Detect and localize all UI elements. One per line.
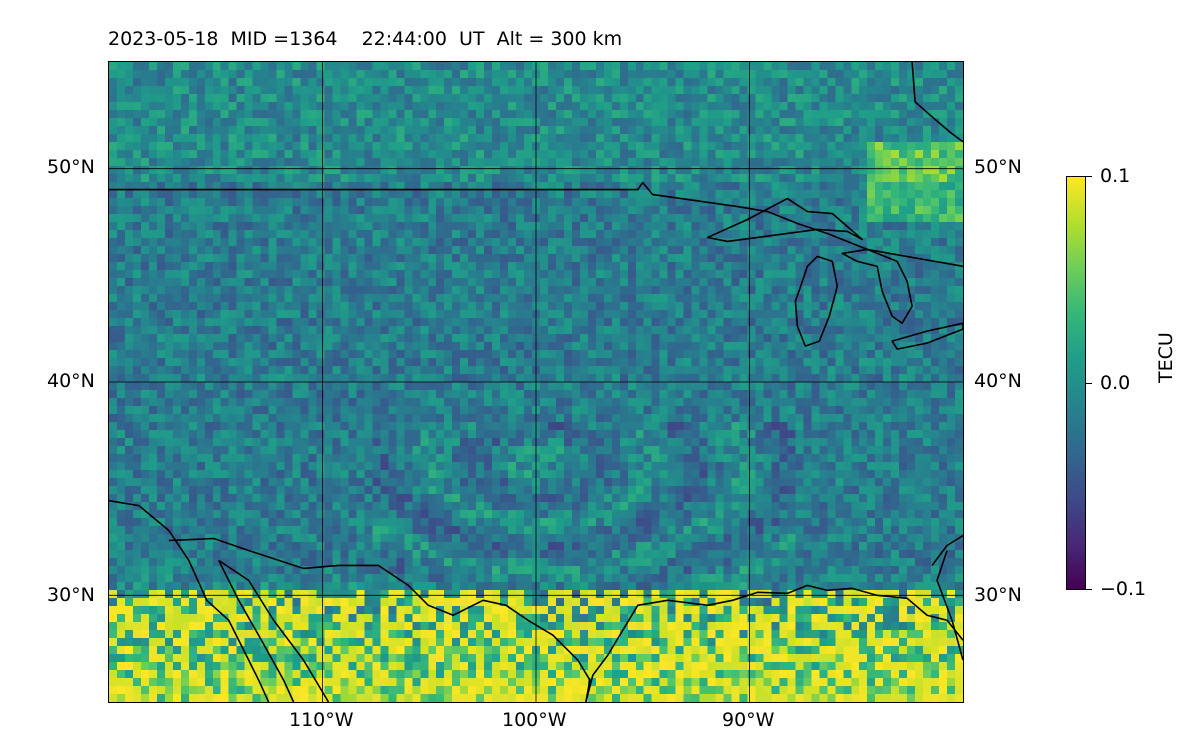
lon-label-90w: 90°W bbox=[722, 709, 775, 731]
map-title: 2023-05-18 MID =1364 22:44:00 UT Alt = 3… bbox=[108, 28, 623, 50]
borders bbox=[109, 62, 963, 702]
colorbar-tick-zero bbox=[1086, 383, 1092, 384]
lake-michigan bbox=[794, 255, 839, 347]
lat-label-left-30: 30°N bbox=[47, 584, 95, 606]
us-mexico-border bbox=[168, 537, 591, 702]
lat-label-left-50: 50°N bbox=[47, 156, 95, 178]
baja-california-coast bbox=[109, 499, 270, 702]
colorbar-tick-max bbox=[1086, 176, 1092, 177]
lon-label-100w: 100°W bbox=[502, 709, 567, 731]
colorbar-tick-min bbox=[1086, 589, 1092, 590]
map-overlay bbox=[109, 62, 963, 702]
us-canada-border bbox=[109, 181, 963, 268]
tec-map bbox=[108, 61, 964, 703]
colorbar bbox=[1066, 176, 1086, 590]
lon-label-110w: 110°W bbox=[289, 709, 354, 731]
gulf-of-california bbox=[218, 559, 330, 702]
gridlines bbox=[109, 62, 963, 702]
colorbar-title: TECU bbox=[1155, 332, 1177, 383]
colorbar-label-max: 0.1 bbox=[1100, 165, 1131, 187]
lake-superior bbox=[706, 197, 864, 243]
florida-coast bbox=[931, 534, 963, 661]
texas-gulf-coast bbox=[585, 584, 963, 702]
lake-erie bbox=[891, 322, 963, 350]
lake-huron bbox=[841, 248, 913, 324]
lat-label-right-30: 30°N bbox=[974, 584, 1022, 606]
colorbar-label-min: −0.1 bbox=[1100, 578, 1147, 600]
lat-label-right-40: 40°N bbox=[974, 370, 1022, 392]
colorbar-label-zero: 0.0 bbox=[1100, 372, 1131, 394]
lat-label-left-40: 40°N bbox=[47, 370, 95, 392]
hudson-bay-coast bbox=[911, 62, 963, 143]
lat-label-right-50: 50°N bbox=[974, 156, 1022, 178]
